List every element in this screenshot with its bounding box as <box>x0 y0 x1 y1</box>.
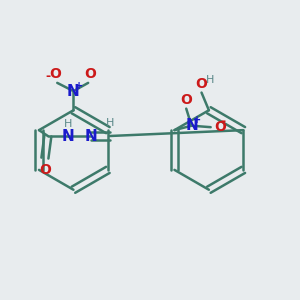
Text: O: O <box>196 77 208 91</box>
Text: O: O <box>180 93 192 107</box>
Text: H: H <box>106 118 114 128</box>
Text: O: O <box>39 164 51 177</box>
Text: -: - <box>45 70 50 83</box>
Text: -: - <box>220 116 226 128</box>
Text: O: O <box>49 68 61 81</box>
Text: H: H <box>206 75 214 85</box>
Text: +: + <box>75 81 83 91</box>
Text: N: N <box>62 128 75 143</box>
Text: H: H <box>64 119 73 129</box>
Text: N: N <box>185 118 198 133</box>
Text: +: + <box>193 116 201 125</box>
Text: N: N <box>67 84 80 99</box>
Text: N: N <box>84 128 97 143</box>
Text: O: O <box>85 68 97 81</box>
Text: O: O <box>214 120 226 134</box>
